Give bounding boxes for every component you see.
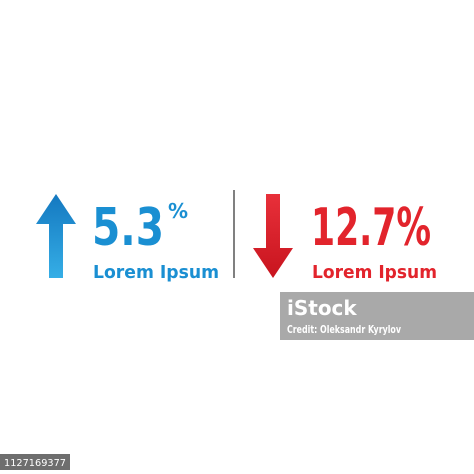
up-arrow (36, 194, 76, 278)
watermark-credit: Credit: Oleksandr Kyrylov (287, 323, 402, 336)
right-label: Lorem Ipsum (312, 262, 437, 283)
right-value: 12.7% (311, 198, 431, 258)
image-id: 1127169377 (4, 458, 66, 469)
left-label: Lorem Ipsum (93, 262, 219, 283)
watermark-box (280, 292, 474, 340)
down-arrow (253, 194, 293, 278)
left-value: 5.3 (92, 198, 164, 258)
left-unit: % (168, 199, 188, 223)
watermark-logo: iStock (287, 296, 357, 320)
image-id-box (0, 454, 70, 470)
